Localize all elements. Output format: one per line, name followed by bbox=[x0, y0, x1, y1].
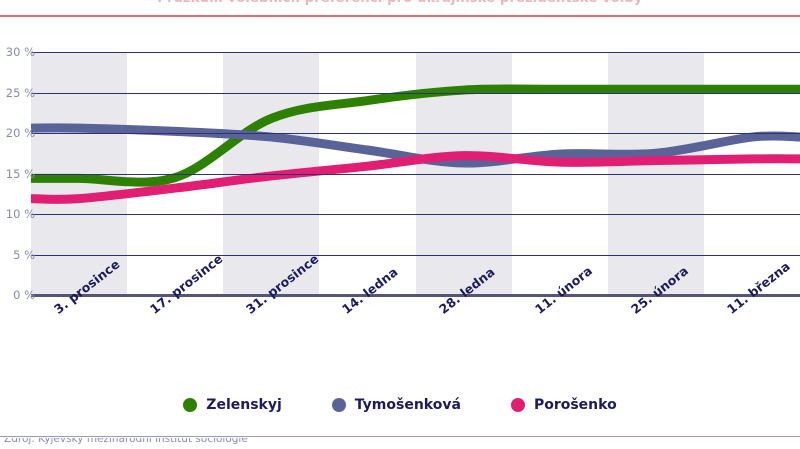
series-line-porošenko bbox=[30, 151, 800, 204]
legend-item-zelenskyj[interactable]: Zelenskyj bbox=[183, 397, 282, 413]
gridline bbox=[31, 133, 800, 134]
source-caption: Zdroj: Kyjevský mezinárodní institut soc… bbox=[4, 438, 248, 445]
legend-swatch-icon bbox=[510, 398, 525, 412]
chart-legend: Zelenskyj Tymošenková Porošenko bbox=[0, 392, 800, 418]
footer-divider bbox=[0, 436, 800, 437]
y-axis-tick-label: 0 % bbox=[13, 288, 35, 302]
y-axis-tick-label: 15 % bbox=[5, 166, 35, 181]
top-divider bbox=[0, 15, 800, 17]
legend-swatch-icon bbox=[183, 398, 198, 412]
chart-container: 0 % 5 % 10 % 15 % 20 % 25 % 30 % bbox=[0, 40, 800, 308]
y-axis-tick-label: 30 % bbox=[5, 45, 35, 59]
gridline bbox=[31, 92, 800, 94]
legend-item-porošenko[interactable]: Porošenko bbox=[510, 397, 617, 413]
y-axis-tick-label: 20 % bbox=[5, 126, 35, 140]
chart-title-strip: Průzkum volebních preferencí pro ukrajin… bbox=[0, 0, 800, 14]
footer-strip: Zdroj: Kyjevský mezinárodní institut soc… bbox=[0, 438, 800, 449]
gridline bbox=[31, 52, 800, 53]
gridline bbox=[31, 294, 800, 297]
gridline bbox=[31, 173, 800, 175]
legend-swatch-icon bbox=[331, 398, 346, 412]
y-axis-tick-label: 5 % bbox=[13, 247, 35, 262]
x-axis-labels: 3. prosince 17. prosince 31. prosince 14. l… bbox=[0, 251, 800, 383]
y-axis-tick-label: 10 % bbox=[5, 207, 35, 221]
plot-area: 0 % 5 % 10 % 15 % 20 % 25 % 30 % bbox=[6, 45, 800, 302]
series-lines bbox=[30, 84, 800, 204]
legend-label: Tymošenková bbox=[354, 397, 461, 413]
series-line-zelenskyj bbox=[30, 84, 800, 187]
legend-label: Porošenko bbox=[533, 397, 617, 413]
legend-label: Zelenskyj bbox=[206, 397, 282, 413]
page-title: Průzkum volebních preferencí pro ukrajin… bbox=[0, 0, 800, 6]
gridline bbox=[31, 214, 800, 215]
legend-item-tymošenková[interactable]: Tymošenková bbox=[331, 397, 461, 413]
y-axis-tick-label: 25 % bbox=[5, 85, 35, 100]
gridline bbox=[31, 254, 800, 256]
